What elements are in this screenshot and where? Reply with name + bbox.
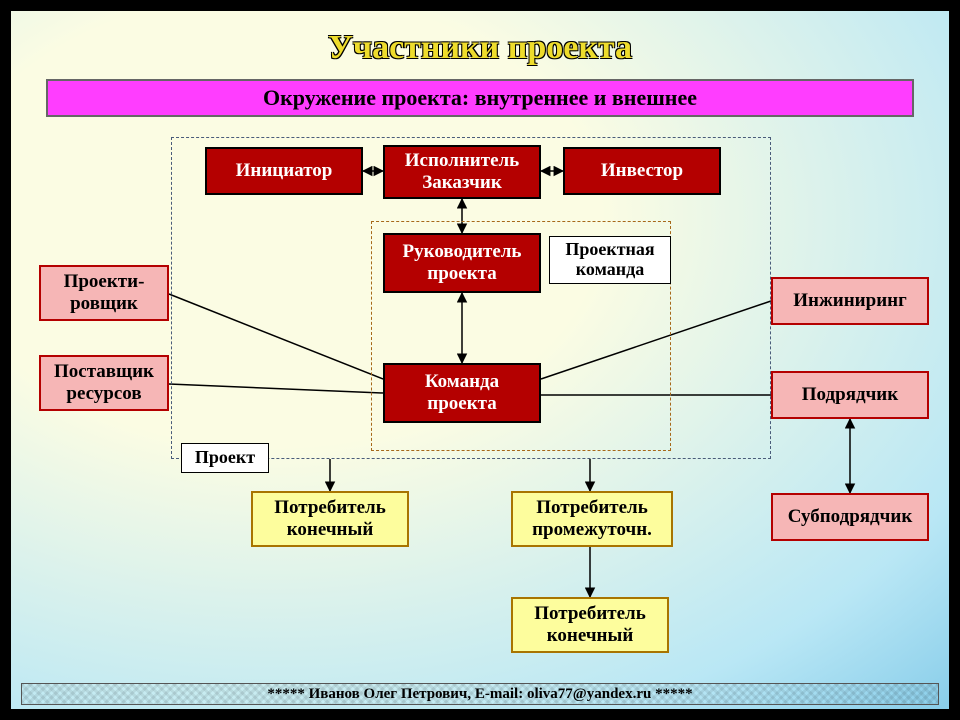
node-consumer1: Потребитель конечный: [251, 491, 409, 547]
node-pm: Руководитель проекта: [383, 233, 541, 293]
node-supplier: Поставщик ресурсов: [39, 355, 169, 411]
node-consumer2: Потребитель промежуточн.: [511, 491, 673, 547]
node-consumer3: Потребитель конечный: [511, 597, 669, 653]
node-subcontr: Субподрядчик: [771, 493, 929, 541]
node-contractor: Подрядчик: [771, 371, 929, 419]
subtitle-banner: Окружение проекта: внутреннее и внешнее: [46, 79, 914, 117]
node-initiator: Инициатор: [205, 147, 363, 195]
node-team: Команда проекта: [383, 363, 541, 423]
node-executor: Исполнитель Заказчик: [383, 145, 541, 199]
page-title: Участники проекта: [11, 29, 949, 67]
node-engineering: Инжиниринг: [771, 277, 929, 325]
node-investor: Инвестор: [563, 147, 721, 195]
label-project-team: Проектная команда: [549, 236, 671, 284]
label-project: Проект: [181, 443, 269, 473]
node-designer: Проекти- ровщик: [39, 265, 169, 321]
footer-bar: ***** Иванов Олег Петрович, E-mail: oliv…: [21, 683, 939, 705]
